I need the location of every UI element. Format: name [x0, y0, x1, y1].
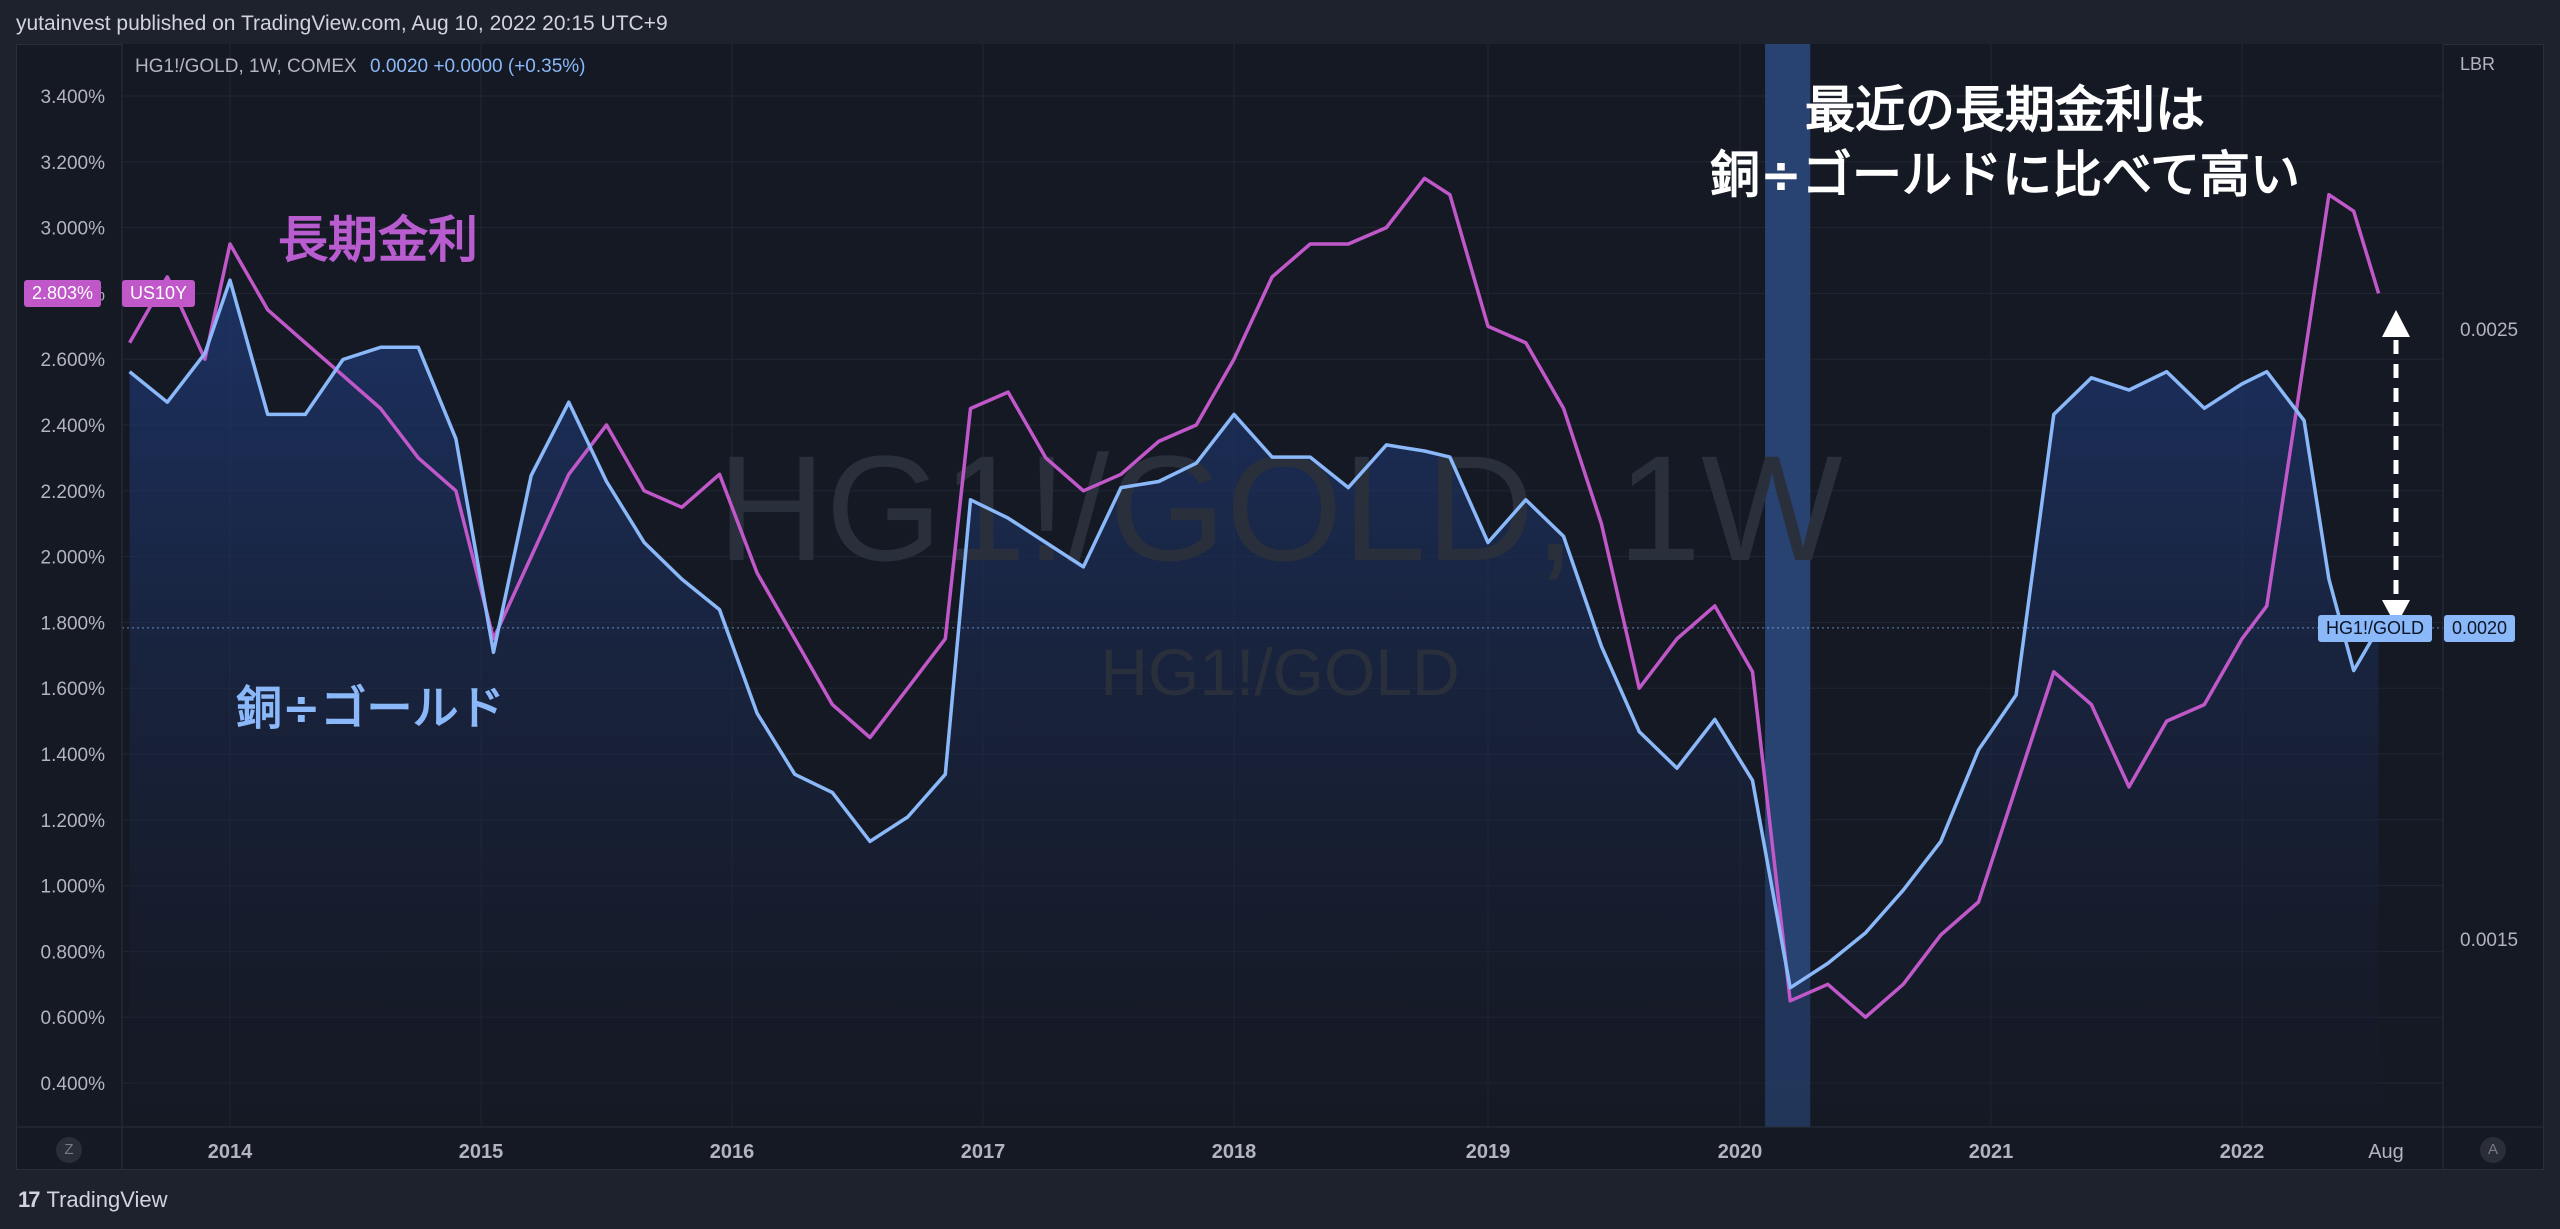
- left-axis-tick: 1.600%: [41, 679, 106, 700]
- left-axis-tick: 3.000%: [41, 219, 106, 240]
- auto-scale-button[interactable]: A: [2480, 1137, 2506, 1163]
- left-axis-tick: 1.200%: [41, 811, 106, 832]
- x-axis-tick: 2014: [208, 1141, 253, 1163]
- ratio-area-fill: [129, 280, 2379, 1127]
- us10y-series-line: [128, 176, 2381, 1019]
- headline-line1: 最近の長期金利は: [1805, 81, 2205, 139]
- brand-name: TradingView: [46, 1187, 168, 1212]
- left-axis-tick: 0.800%: [41, 942, 106, 963]
- left-axis-tick: 1.800%: [41, 613, 106, 634]
- legend-value: 0.0020 +0.0000 (+0.35%): [370, 56, 586, 77]
- left-axis-tick: 1.400%: [41, 745, 106, 766]
- legend: HG1!/GOLD, 1W, COMEX 0.0020 +0.0000 (+0.…: [135, 56, 586, 78]
- left-axis-tick: 2.600%: [41, 350, 106, 371]
- tradingview-logo-icon: 17: [18, 1187, 41, 1212]
- legend-symbol: HG1!/GOLD, 1W, COMEX: [135, 56, 357, 77]
- gap-arrow-head-up: [2382, 310, 2410, 337]
- top-bar: yutainvest published on TradingView.com,…: [0, 0, 2560, 44]
- x-axis-tick: 2015: [459, 1141, 504, 1163]
- x-axis-tick: 2016: [710, 1141, 755, 1163]
- gap-arrow-head-down: [2382, 600, 2410, 626]
- ratio-series-line: [128, 278, 2381, 990]
- headline-line2: 銅÷ゴールドに比べて高い: [1710, 146, 2300, 204]
- left-axis-tick: 1.000%: [41, 877, 106, 898]
- right-axis-tick: 0.0025: [2460, 320, 2518, 341]
- x-axis-tick: 2020: [1718, 1141, 1763, 1163]
- x-axis-tick: 2022: [2220, 1141, 2265, 1163]
- publisher-line: yutainvest published on TradingView.com,…: [16, 12, 668, 35]
- left-axis-tick: 0.400%: [41, 1074, 106, 1095]
- x-axis-tick: Aug: [2368, 1141, 2404, 1163]
- footer: 17 TradingView: [0, 1170, 2560, 1229]
- tradingview-brand[interactable]: 17 TradingView: [18, 1187, 168, 1213]
- watermark-main: HG1!/GOLD, 1W: [717, 424, 1843, 592]
- x-axis-tick: 2019: [1466, 1141, 1511, 1163]
- left-axis-tick: 2.200%: [41, 482, 106, 503]
- ratio-label: 銅÷ゴールド: [236, 681, 505, 735]
- left-axis-tick: 2.000%: [41, 548, 106, 569]
- left-axis-tick: 3.200%: [41, 153, 106, 174]
- left-axis-tick: 0.600%: [41, 1008, 106, 1029]
- us10y-name-tag: US10Y: [122, 280, 196, 307]
- hg-price-tag: 0.0020: [2444, 615, 2516, 642]
- hg-name-tag: HG1!/GOLD: [2318, 615, 2433, 642]
- x-axis-tick: 2021: [1969, 1141, 2014, 1163]
- timezone-button[interactable]: Z: [56, 1137, 82, 1163]
- right-axis-title: LBR: [2460, 54, 2496, 74]
- rate-label: 長期金利: [278, 211, 478, 269]
- us10y-price-tag: 2.803%: [24, 280, 102, 307]
- right-axis-tick: 0.0015: [2460, 930, 2518, 951]
- watermark-sub: HG1!/GOLD: [1100, 635, 1459, 709]
- x-axis-tick: 2018: [1212, 1141, 1257, 1163]
- left-axis-tick: 3.400%: [41, 87, 106, 108]
- left-axis-tick: 2.400%: [41, 416, 106, 437]
- x-axis-tick: 2017: [961, 1141, 1006, 1163]
